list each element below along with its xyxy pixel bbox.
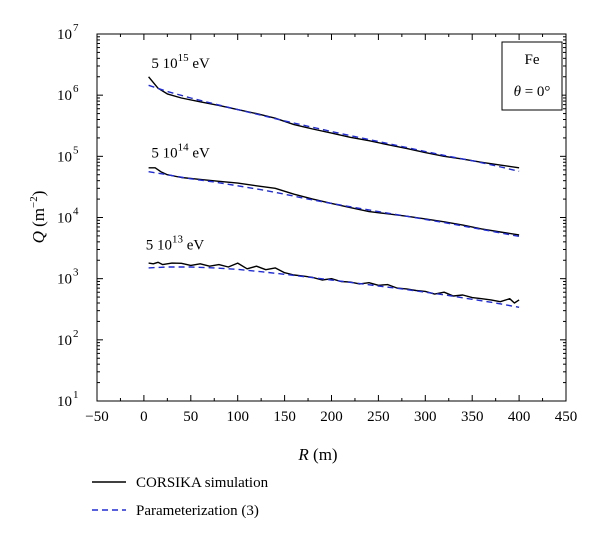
series-line-parameterization <box>148 84 520 172</box>
x-tick-label: 50 <box>183 409 198 425</box>
x-tick-label: 350 <box>461 409 484 425</box>
y-axis-label-unit-close: ) <box>29 191 48 197</box>
y-tick-label-exponent: 1 <box>73 389 79 401</box>
y-axis-label-exp: −2 <box>28 196 40 208</box>
annotation-layer: 5 1015 eV5 1014 eV5 1013 eV <box>146 52 210 254</box>
legend-label-parameterization: Parameterization (3) <box>136 503 259 519</box>
y-tick-label-exponent: 3 <box>73 267 79 279</box>
y-tick-label-exponent: 6 <box>73 83 79 95</box>
energy-annotation-unit: eV <box>189 146 210 162</box>
y-axis-label-var: Q <box>29 231 48 243</box>
y-axis-label-unit-open: (m <box>29 208 48 231</box>
legend-label-corsika: CORSIKA simulation <box>136 475 269 491</box>
series-line-corsika <box>148 167 520 236</box>
series-line-corsika <box>148 261 520 304</box>
energy-annotation: 5 1015 eV <box>151 52 210 72</box>
energy-annotation-exponent: 15 <box>178 52 190 64</box>
y-axis-label: Q (m−2) <box>28 191 48 244</box>
plot-frame <box>96 33 567 402</box>
x-tick-label: 150 <box>273 409 296 425</box>
info-box-angle-value: = 0° <box>521 84 550 100</box>
info-box-frame <box>501 41 563 111</box>
energy-annotation-unit: eV <box>183 237 204 253</box>
x-axis-label-unit: (m) <box>309 445 338 464</box>
y-tick-label: 10 <box>57 149 72 165</box>
energy-annotation-base: 5 10 <box>146 237 172 253</box>
y-tick-label: 10 <box>57 394 72 410</box>
info-box-angle-var: θ <box>514 84 522 100</box>
series-line-parameterization <box>148 171 520 238</box>
y-tick-label-exponent: 2 <box>73 328 79 340</box>
y-tick-label-exponent: 7 <box>73 22 79 34</box>
energy-annotation-base: 5 10 <box>151 146 177 162</box>
y-tick-label: 10 <box>57 88 72 104</box>
x-axis-label: R (m) <box>297 445 337 464</box>
x-tick-label: −50 <box>85 409 108 425</box>
x-tick-label: 300 <box>414 409 437 425</box>
y-tick-label-exponent: 5 <box>73 144 79 156</box>
x-axis-label-var: R <box>297 445 309 464</box>
energy-annotation-unit: eV <box>189 56 210 72</box>
y-tick-label: 10 <box>57 272 72 288</box>
x-tick-label: 200 <box>320 409 343 425</box>
x-tick-label: 100 <box>226 409 249 425</box>
series-line-parameterization <box>148 266 520 308</box>
legend: CORSIKA simulation Parameterization (3) <box>92 475 269 519</box>
energy-annotation-base: 5 10 <box>151 56 177 72</box>
x-tick-label: 400 <box>508 409 531 425</box>
y-tick-label: 10 <box>57 333 72 349</box>
series-layer <box>148 76 520 308</box>
info-box-element: Fe <box>525 52 540 68</box>
x-tick-label: 250 <box>367 409 390 425</box>
energy-annotation-exponent: 14 <box>178 142 190 154</box>
info-box: Fe θ = 0° <box>501 41 563 111</box>
y-tick-label-exponent: 4 <box>73 206 79 218</box>
energy-annotation: 5 1013 eV <box>146 233 205 253</box>
y-tick-label: 10 <box>57 211 72 227</box>
y-tick-label: 10 <box>57 27 72 43</box>
info-box-angle: θ = 0° <box>514 84 551 100</box>
energy-annotation: 5 1014 eV <box>151 142 210 162</box>
x-tick-label: 0 <box>140 409 148 425</box>
energy-annotation-exponent: 13 <box>172 233 184 245</box>
x-tick-label: 450 <box>555 409 578 425</box>
